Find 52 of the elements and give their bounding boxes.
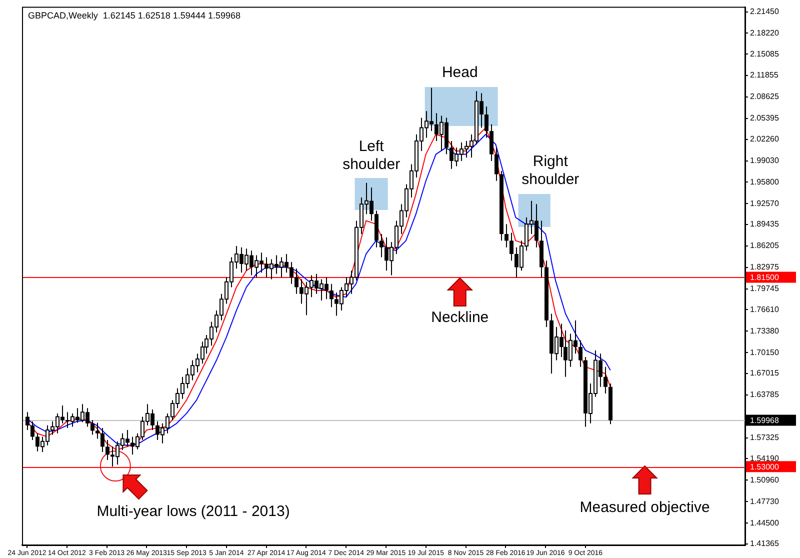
y-tick-label: 2.21450 [750, 6, 780, 16]
candlestick [96, 422, 100, 440]
annotation: Measured objective [580, 499, 710, 516]
y-tick-label: 2.11855 [750, 70, 779, 80]
y-tick-label: 1.57325 [750, 433, 780, 442]
y-tick-label: 2.05395 [750, 114, 780, 123]
y-tick-label: 1.79745 [750, 284, 780, 294]
y-tick-label: 1.95800 [750, 177, 780, 186]
y-tick-label: 1.99030 [750, 156, 780, 165]
annotation: Left shoulder [342, 138, 400, 174]
y-tick-label: 1.41365 [750, 539, 780, 548]
candlestick [30, 420, 34, 441]
candlestick [604, 366, 608, 394]
ref-line-label: 1.59968 [750, 416, 780, 425]
y-tick-label: 1.89435 [750, 220, 780, 229]
candlestick [26, 412, 30, 431]
candlestick [578, 340, 582, 368]
annotation: Right shoulder [522, 153, 580, 188]
y-tick-label: 2.18220 [750, 28, 780, 38]
ref-line-label: 1.81500 [750, 272, 780, 282]
candlestick [290, 261, 294, 284]
y-tick-label: 1.86205 [750, 241, 780, 250]
annotation: Neckline [431, 309, 489, 326]
y-tick-label: 1.63785 [750, 390, 780, 400]
y-tick-label: 1.92570 [750, 198, 780, 208]
candlestick [330, 283, 334, 308]
candlestick [100, 428, 104, 452]
y-tick-label: 1.70150 [750, 348, 780, 357]
y-tick-label: 1.44500 [750, 518, 780, 528]
y-tick-label: 1.82975 [750, 262, 780, 272]
candlestick [294, 268, 298, 294]
candlestick [510, 232, 514, 262]
annotation: Multi-year lows (2011 - 2013) [96, 503, 290, 520]
chart-title: GBPCAD,Weekly 1.62145 1.62518 1.59444 1.59968 [28, 10, 240, 20]
y-tick-label: 1.76610 [750, 304, 780, 314]
y-tick-label: 2.02260 [750, 134, 780, 144]
candlestick [490, 124, 494, 162]
y-tick-label: 1.73380 [750, 326, 780, 336]
candlestick [106, 440, 110, 460]
y-tick-label: 1.47730 [750, 496, 780, 506]
candlestick [494, 147, 498, 182]
y-tick-label: 2.15085 [750, 49, 780, 58]
candlestick [380, 234, 384, 258]
ref-line-label: 1.53000 [750, 462, 780, 472]
annotation: Head [442, 64, 478, 82]
y-tick-label: 1.50960 [750, 475, 780, 484]
candlestick [504, 224, 508, 248]
y-tick-label: 1.67015 [750, 368, 780, 378]
y-tick-label: 1.54190 [750, 454, 780, 463]
y-tick-label: 2.08625 [750, 92, 780, 102]
candlestick [484, 106, 488, 138]
candlestick [90, 420, 94, 436]
